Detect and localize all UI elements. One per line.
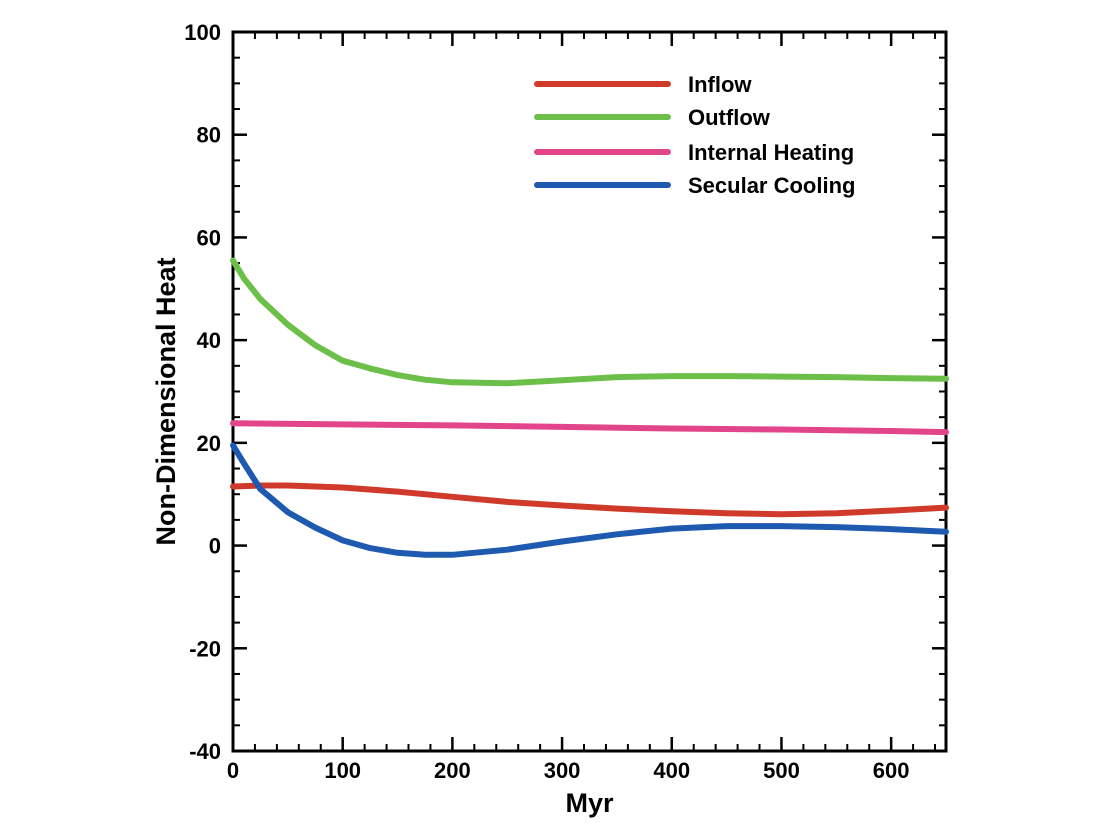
- y-tick-label: -20: [189, 636, 221, 661]
- legend: Inflow Outflow Internal Heating Secular Coo…: [534, 72, 855, 198]
- x-axis: 0 100 200 300 400 500 600: [227, 32, 937, 783]
- series-line-secular-cooling: [230, 442, 949, 558]
- y-tick-label: -40: [189, 739, 221, 764]
- y-tick-label: 40: [197, 328, 221, 353]
- y-axis-title: Non-Dimensional Heat: [151, 257, 181, 545]
- y-axis: -40 -20 0 20 40 60 80 100: [184, 20, 946, 764]
- series-line-outflow: [230, 257, 949, 387]
- x-tick-label: 500: [763, 758, 800, 783]
- y-tick-label: 20: [197, 431, 221, 456]
- y-tick-label: 60: [197, 225, 221, 250]
- x-tick-label: 300: [544, 758, 581, 783]
- y-tick-label: 100: [184, 20, 221, 45]
- y-tick-label: 80: [197, 123, 221, 148]
- y-tick-label: 0: [209, 534, 221, 559]
- x-tick-label: 600: [873, 758, 910, 783]
- series-lines: [230, 257, 949, 558]
- series-line-inflow: [230, 482, 949, 518]
- x-tick-label: 200: [434, 758, 471, 783]
- x-tick-label: 0: [227, 758, 239, 783]
- x-tick-label: 400: [653, 758, 690, 783]
- series-line-internal-heating: [230, 420, 949, 436]
- legend-label-outflow: Outflow: [688, 105, 771, 130]
- x-tick-label: 100: [324, 758, 361, 783]
- legend-label-inflow: Inflow: [688, 72, 752, 97]
- legend-label-secular-cooling: Secular Cooling: [688, 173, 855, 198]
- x-axis-title: Myr: [565, 788, 614, 818]
- legend-label-internal-heating: Internal Heating: [688, 140, 854, 165]
